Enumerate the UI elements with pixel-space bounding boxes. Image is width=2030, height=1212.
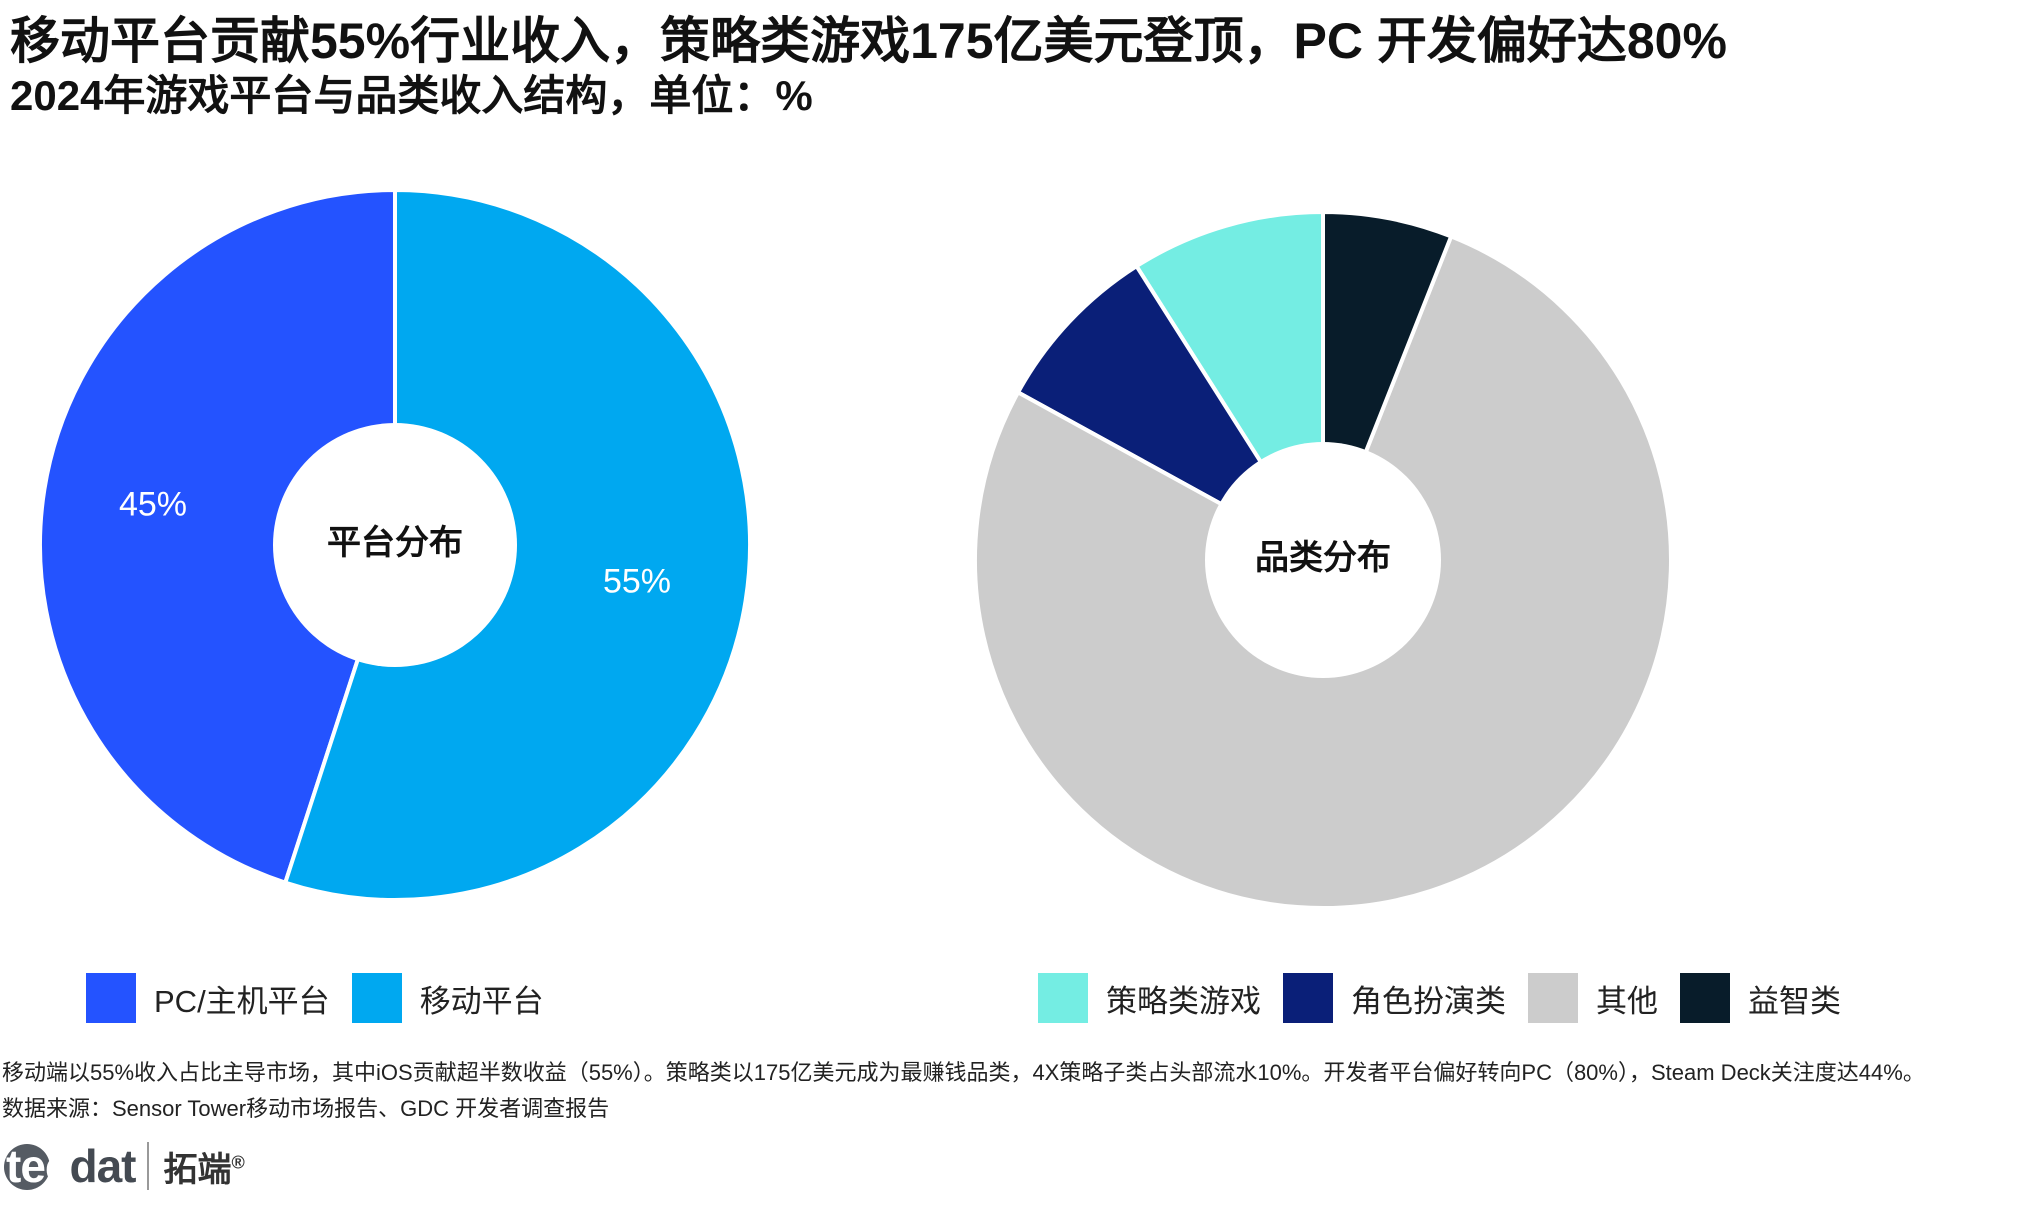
legend-label: PC/主机平台 [154,983,330,1019]
legend-item: 策略类游戏 [1038,973,1261,1023]
legend-item: 角色扮演类 [1283,973,1506,1023]
footnote-summary: 移动端以55%收入占比主导市场，其中iOS贡献超半数收益（55%）。策略类以17… [2,1060,1925,1085]
slice-platform-0 [38,187,397,886]
legend-platform: PC/主机平台 移动平台 [86,972,566,1024]
logo-chinese-name: 拓端® [163,1150,245,1189]
legend-item: PC/主机平台 [86,973,330,1023]
chart-title: 移动平台贡献55%行业收入，策略类游戏175亿美元登顶，PC 开发偏好达80% [10,13,1727,69]
donut-center-label-1: 品类分布 [1255,539,1391,577]
donut-hole-0 [273,423,517,667]
legend-item: 益智类 [1680,973,1841,1023]
footnote-source: 数据来源：Sensor Tower移动市场报告、GDC 开发者调查报告 [2,1096,610,1121]
legend-label: 角色扮演类 [1351,983,1506,1019]
data-label-0: 45% [119,486,187,524]
legend-item: 其他 [1528,973,1658,1023]
legend-label: 策略类游戏 [1106,983,1261,1019]
slice-platform-1 [282,187,752,902]
logo-circle [4,1144,50,1190]
legend-swatch [86,973,136,1023]
legend-swatch [1528,973,1578,1023]
chart-subtitle: 2024年游戏平台与品类收入结构，单位：% [10,72,813,119]
legend-swatch [1283,973,1333,1023]
legend-swatch [1038,973,1088,1023]
data-label-1: 55% [603,562,671,600]
logo-wordmark: tecdat [6,1140,136,1192]
legend-label: 移动平台 [419,983,544,1019]
donut-center-label-0: 平台分布 [327,524,463,562]
legend-category: 策略类游戏 角色扮演类 其他 益智类 [1038,972,1863,1024]
donut-hole-1 [1205,442,1441,678]
logo-separator [147,1142,150,1190]
legend-swatch [1680,973,1730,1023]
legend-label: 其他 [1596,983,1658,1019]
legend-swatch [351,973,402,1023]
legend-label: 益智类 [1748,983,1841,1019]
legend-item: 移动平台 [351,973,544,1023]
tecdat-logo: tecdat 拓端® [4,1136,245,1196]
